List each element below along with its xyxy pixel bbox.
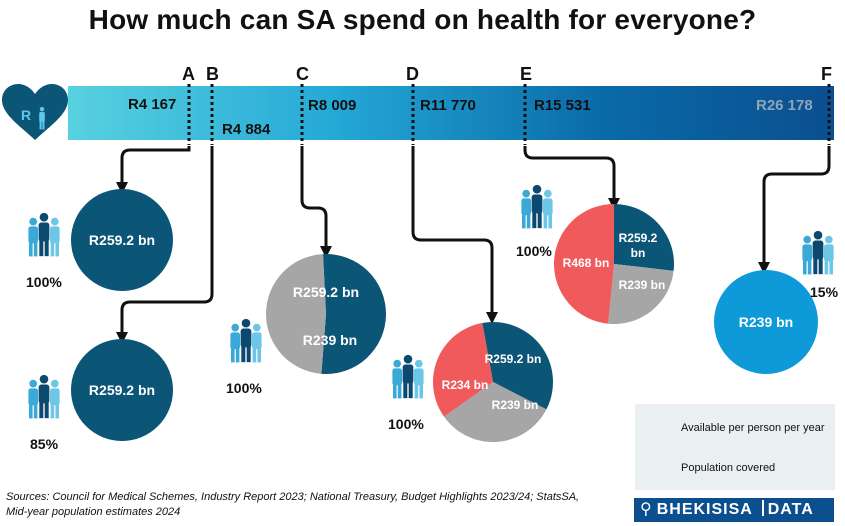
pie-e-slice-0 [614,204,675,271]
scenario-letter-a: A [182,64,195,84]
pie-c: R259.2 bn R239 bn [266,254,386,375]
legend: Available per person per year Population… [635,404,835,490]
per-person-value-c: R8 009 [308,97,357,114]
scenario-letter-c: C [296,64,309,84]
scenario-letter-b: B [206,64,219,84]
pie-d-slice-2 [433,322,493,417]
arrow-c [300,146,332,258]
arrow-b [116,146,214,344]
pie-a-slice-0 [71,189,173,291]
pie-e-slice-2 [553,204,614,324]
per-person-value-b: R4 884 [222,121,271,138]
pie-f-label-0: R239 bn [739,314,793,330]
heart-letter: R [21,107,31,123]
pie-a: R259.2 bn [71,189,173,291]
legend-available-label: Available per person per year [681,422,825,434]
coverage-e: 100% [516,243,552,259]
per-person-value-a: R4 167 [128,96,177,113]
pie-e: R259.2 bn R239 bn R468 bn [553,204,675,324]
pie-c-slice-0 [321,254,386,375]
coverage-a: 100% [26,274,62,290]
bhekisisa-logo: ⚲ BHEKISISA DATA [634,498,834,522]
pie-d-slice-0 [482,322,553,410]
pie-c-label-0: R259.2 bn [293,284,359,300]
pie-d-label-2: R234 bn [442,378,489,392]
per-person-value-d: R11 770 [420,97,476,114]
pie-b-slice-0 [71,339,173,441]
population-icon-a [28,213,59,257]
coverage-d: 100% [388,416,424,432]
population-icon-f [802,231,833,275]
scenario-letter-f: F [821,64,832,84]
population-icon-d [392,355,423,399]
pie-e-label-1: R239 bn [619,278,666,292]
pie-e-label-2: R468 bn [563,256,610,270]
arrow-f [758,146,831,274]
per-person-value-f: R26 178 [756,97,813,114]
per-person-value-e: R15 531 [534,97,591,114]
per-person-band [68,86,834,140]
scenario-letter-e: E [520,64,533,84]
pie-a-label-0: R259.2 bn [89,232,155,248]
coverage-f: 15% [810,284,839,300]
population-icon-b [28,375,59,419]
scenario-letter-d: D [406,64,419,84]
logo-name: BHEKISISA [656,501,753,518]
arrow-e [523,146,620,210]
sources-note: Sources: Council for Medical Schemes, In… [6,490,626,520]
pie-d-slice-1 [444,382,547,442]
pie-c-label-1: R239 bn [303,332,357,348]
sources-line-2: Mid-year population estimates 2024 [6,506,181,518]
sources-line-1: Sources: Council for Medical Schemes, In… [6,491,580,503]
pie-b-label-0: R259.2 bn [89,382,155,398]
arrow-d [411,146,498,324]
legend-population-label: Population covered [681,462,776,474]
logo-sub: DATA [767,501,814,518]
pie-e-label-0: R259.2 bn [619,231,658,260]
pie-b: R259.2 bn [71,339,173,441]
coverage-c: 100% [226,380,262,396]
population-icon-c [230,319,261,363]
heart-icon: R [2,84,68,140]
pie-d-label-1: R239 bn [492,398,539,412]
page-title: How much can SA spend on health for ever… [88,4,757,35]
pie-c-slice-1 [266,254,326,374]
arrow-a [116,146,191,194]
pie-e-slice-1 [608,264,674,324]
population-icon-e [521,185,552,229]
pie-f: R239 bn [714,270,818,374]
pie-d-label-0: R259.2 bn [485,352,542,366]
coverage-b: 85% [30,436,59,452]
magnifier-icon: ⚲ [640,501,653,518]
pie-f-slice-0 [714,270,818,374]
